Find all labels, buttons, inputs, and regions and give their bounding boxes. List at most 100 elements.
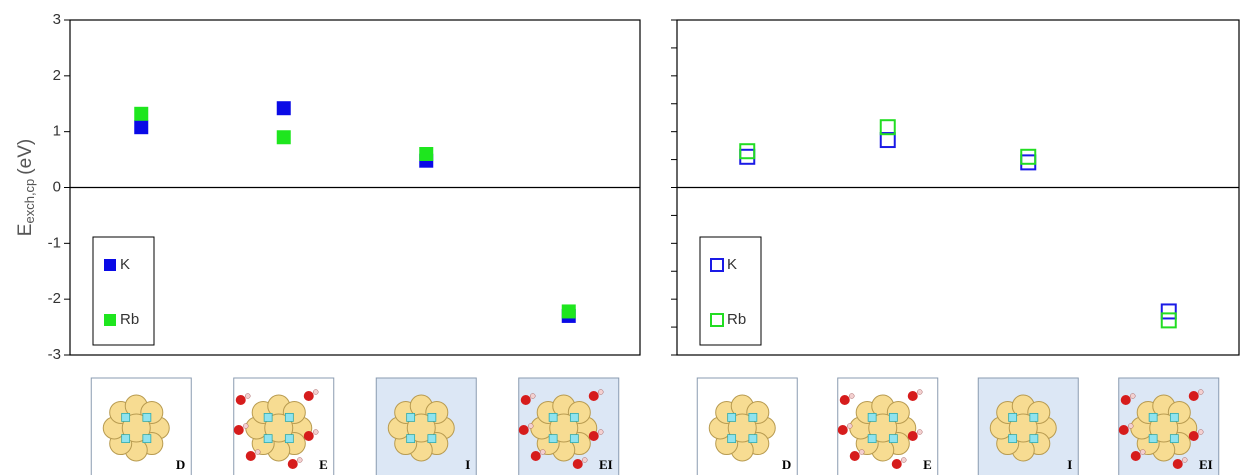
point: [276, 130, 291, 145]
category-label: E: [923, 457, 932, 472]
hydrogen: [598, 389, 604, 395]
hydrogen: [859, 449, 865, 455]
hydrogen: [1198, 429, 1204, 435]
y-tick-label: 3: [53, 11, 61, 28]
point: [879, 132, 896, 149]
y-axis-label-part: (eV): [15, 139, 36, 175]
hydrogen: [245, 393, 251, 399]
hydrogen: [598, 429, 604, 435]
oxygen: [530, 451, 541, 461]
cage: [1008, 412, 1018, 422]
oxygen: [1130, 451, 1141, 461]
y-tick-label: 2: [53, 67, 61, 84]
hydrogen: [847, 423, 853, 429]
hydrogen: [1128, 423, 1134, 429]
oxygen: [245, 451, 256, 461]
hydrogen: [243, 423, 249, 429]
cage: [888, 412, 898, 422]
oxygen: [1188, 391, 1199, 401]
hydrogen: [313, 389, 319, 395]
point: [561, 304, 576, 319]
legend-swatch: [104, 259, 116, 271]
oxygen: [233, 425, 244, 435]
hydrogen: [917, 429, 923, 435]
point: [1160, 303, 1177, 320]
cage: [121, 412, 131, 422]
cage: [142, 412, 152, 422]
y-tick-label: 1: [53, 123, 61, 140]
y-tick-label: -3: [48, 346, 61, 363]
point: [879, 119, 896, 136]
oxygen: [287, 459, 298, 469]
point: [276, 101, 291, 116]
oxygen: [1172, 459, 1183, 469]
cage: [1029, 412, 1039, 422]
y-tick-label: -1: [48, 234, 61, 251]
oxygen: [303, 431, 314, 441]
legend-label: Rb: [120, 311, 139, 328]
y-axis-label-part: exch,cp: [22, 179, 37, 224]
oxygen: [588, 391, 599, 401]
cage: [727, 434, 737, 444]
point: [739, 148, 756, 165]
cage: [1169, 434, 1179, 444]
cage: [263, 412, 273, 422]
legend-swatch: [710, 258, 724, 272]
category-label: EI: [1199, 457, 1213, 472]
legend-swatch: [710, 313, 724, 327]
oxygen: [907, 431, 918, 441]
hydrogen: [917, 389, 923, 395]
cage: [406, 412, 416, 422]
cage: [569, 412, 579, 422]
hydrogen: [297, 457, 303, 463]
oxygen: [572, 459, 583, 469]
cage: [727, 412, 737, 422]
hydrogen: [1130, 393, 1136, 399]
legend-label: Rb: [727, 311, 746, 328]
hydrogen: [313, 429, 319, 435]
cage: [888, 434, 898, 444]
legend-label: K: [120, 256, 130, 273]
cage: [867, 434, 877, 444]
point: [419, 147, 434, 161]
cage: [1148, 412, 1158, 422]
category-label: D: [176, 457, 185, 472]
hydrogen: [540, 449, 546, 455]
cage: [1029, 434, 1039, 444]
oxygen: [1188, 431, 1199, 441]
cage: [284, 434, 294, 444]
hydrogen: [528, 423, 534, 429]
cage: [1169, 412, 1179, 422]
cage: [867, 412, 877, 422]
point: [134, 120, 149, 135]
hydrogen: [849, 393, 855, 399]
category-label: D: [782, 457, 791, 472]
hydrogen: [582, 457, 588, 463]
cage: [548, 434, 558, 444]
cage: [142, 434, 152, 444]
point: [1020, 154, 1037, 171]
oxygen: [1120, 395, 1131, 405]
legend-label: K: [727, 256, 737, 273]
hydrogen: [1182, 457, 1188, 463]
hydrogen: [530, 393, 536, 399]
category-label: I: [1067, 457, 1072, 472]
point: [1020, 148, 1037, 165]
y-axis-label-part: E: [15, 224, 36, 237]
y-axis-label: Eexch,cp (eV): [15, 139, 37, 236]
oxygen: [520, 395, 531, 405]
oxygen: [837, 425, 848, 435]
oxygen: [235, 395, 246, 405]
cage: [1148, 434, 1158, 444]
oxygen: [907, 391, 918, 401]
hydrogen: [901, 457, 907, 463]
cage: [427, 434, 437, 444]
point: [1160, 312, 1177, 329]
oxygen: [891, 459, 902, 469]
cage: [1008, 434, 1018, 444]
oxygen: [588, 431, 599, 441]
cage: [121, 434, 131, 444]
point: [134, 106, 149, 121]
cage: [548, 412, 558, 422]
